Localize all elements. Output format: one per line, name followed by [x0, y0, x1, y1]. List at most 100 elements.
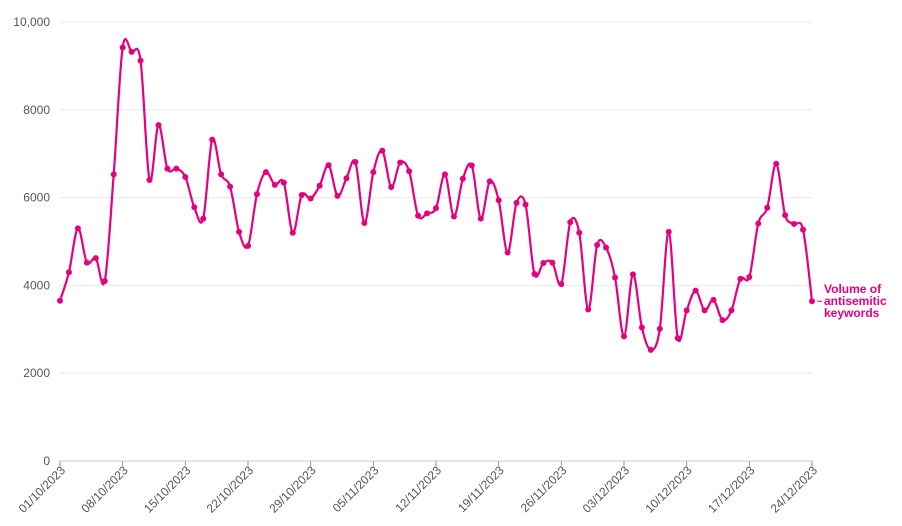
x-axis: 01/10/2023 08/10/2023 15/10/2023 22/10/2023… [16, 461, 820, 516]
data-point [495, 197, 502, 204]
data-point [289, 229, 296, 236]
data-point [191, 204, 198, 211]
data-point [57, 297, 63, 304]
data-point [486, 178, 493, 185]
data-point [585, 306, 592, 313]
data-point [576, 229, 583, 236]
data-point [370, 169, 377, 176]
y-tick-label: 2000 [23, 366, 50, 380]
data-point [271, 181, 278, 188]
data-point [128, 48, 135, 55]
data-point [549, 259, 556, 266]
data-point [245, 242, 251, 249]
data-point [540, 260, 547, 267]
data-point [791, 220, 798, 227]
data-point [119, 44, 126, 51]
data-point [200, 215, 207, 222]
data-point [531, 270, 538, 277]
data-point [692, 287, 699, 294]
data-point [137, 57, 144, 64]
data-point [683, 307, 690, 314]
data-point [674, 335, 681, 342]
data-point [280, 179, 287, 186]
data-point [361, 220, 368, 227]
data-point [809, 298, 815, 305]
data-point [298, 191, 305, 198]
data-point [415, 212, 422, 219]
data-point [218, 171, 225, 178]
series-name-label: keywords [824, 306, 880, 320]
x-tick-label: 17/12/2023 [705, 463, 758, 516]
series-name-label: antisemitic [824, 294, 887, 308]
data-point [567, 219, 574, 226]
data-point [146, 177, 153, 184]
y-tick-label: 8000 [23, 103, 50, 117]
data-point [468, 162, 475, 169]
data-point [74, 225, 81, 232]
data-point [379, 147, 386, 154]
data-point [397, 159, 404, 166]
data-point [334, 192, 341, 199]
x-tick-label: 08/10/2023 [78, 463, 131, 516]
data-point [603, 244, 610, 251]
data-point [155, 122, 162, 129]
data-point [164, 165, 171, 172]
data-point [755, 220, 762, 227]
data-point [307, 195, 314, 202]
x-tick-label: 26/11/2023 [518, 463, 570, 515]
data-point [92, 255, 99, 262]
data-point [433, 205, 439, 212]
data-point [477, 215, 484, 222]
data-point [325, 162, 332, 169]
data-point [638, 324, 645, 331]
data-point [262, 169, 269, 176]
data-point [710, 296, 717, 303]
data-point [424, 210, 431, 217]
series-name-label: Volume of [824, 282, 882, 296]
data-point [253, 191, 260, 198]
data-point [612, 274, 619, 281]
series-line [58, 38, 814, 352]
data-point [316, 182, 323, 189]
data-point [522, 201, 529, 208]
x-tick-label: 15/10/2023 [141, 463, 194, 516]
data-point [173, 165, 180, 172]
x-tick-label: 12/11/2023 [392, 463, 444, 515]
data-point [182, 173, 189, 180]
data-point [719, 317, 726, 324]
data-point [629, 271, 636, 278]
data-point [621, 333, 627, 340]
data-point [737, 275, 744, 282]
series-layer [57, 38, 815, 353]
x-tick-label: 29/10/2023 [266, 463, 319, 516]
y-axis: 0 2000 4000 6000 8000 10,000 [13, 15, 50, 468]
data-point [665, 228, 672, 235]
data-point [746, 274, 753, 281]
data-point [728, 307, 735, 314]
data-point [406, 168, 413, 175]
data-point [459, 175, 466, 182]
data-point [450, 213, 457, 220]
data-point [441, 171, 448, 178]
gridlines [60, 21, 812, 462]
data-point [388, 184, 395, 191]
data-point [352, 159, 359, 166]
data-point [101, 278, 108, 285]
data-point [504, 249, 511, 256]
data-point [594, 242, 601, 249]
data-point [647, 346, 654, 353]
data-point [65, 269, 72, 276]
y-tick-label: 6000 [23, 191, 50, 205]
data-point [513, 199, 520, 206]
x-tick-label: 19/11/2023 [455, 463, 507, 515]
y-tick-label: 4000 [23, 278, 50, 292]
data-point [782, 212, 789, 219]
data-point [343, 175, 350, 182]
x-tick-label: 03/12/2023 [580, 463, 633, 516]
x-tick-label: 05/11/2023 [330, 463, 382, 515]
y-tick-label: 0 [43, 454, 50, 468]
x-tick-label: 10/12/2023 [642, 463, 695, 516]
data-point [110, 171, 117, 178]
